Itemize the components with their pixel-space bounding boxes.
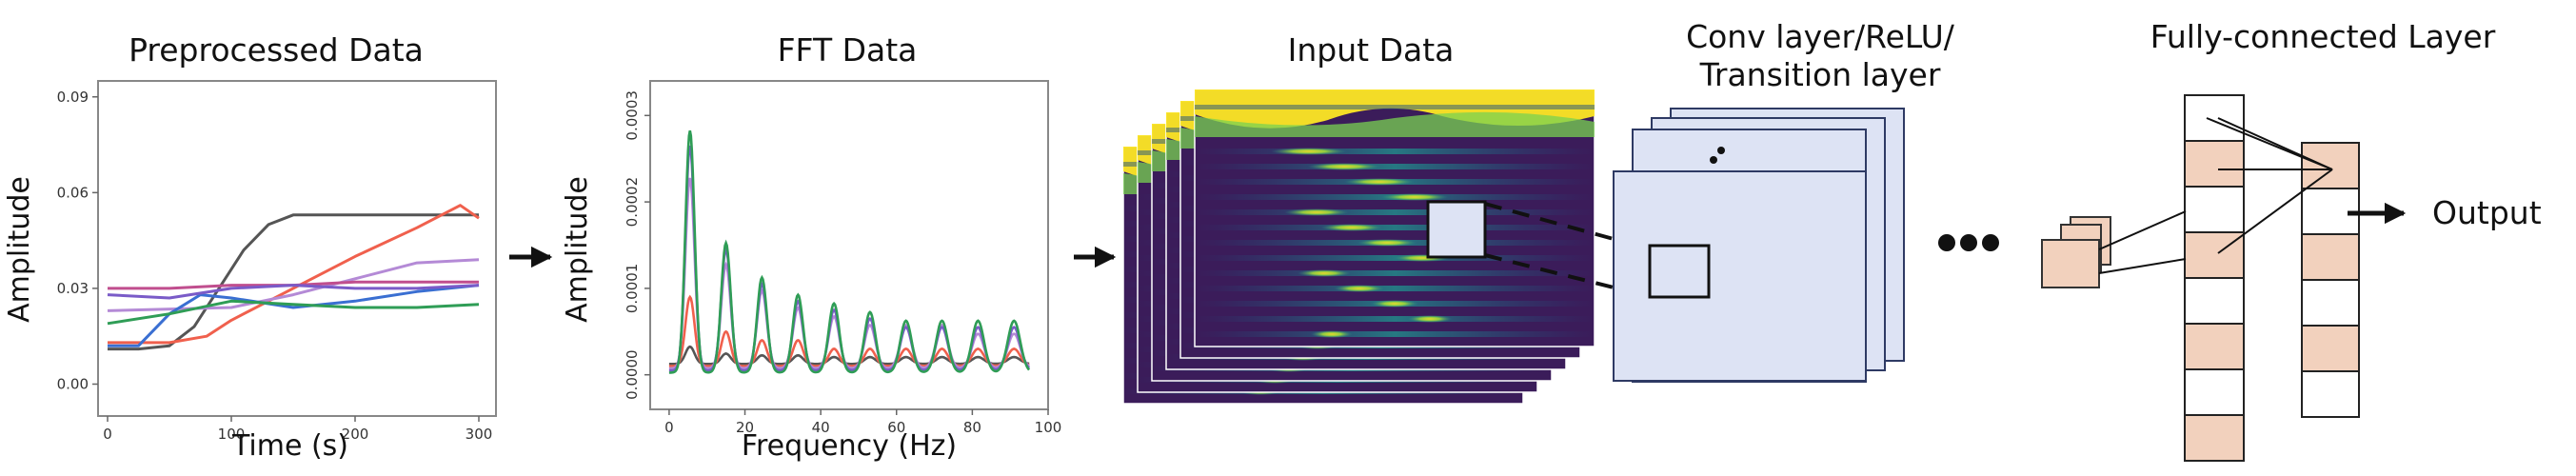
ellipsis-dot bbox=[1717, 147, 1725, 154]
fft-plot-frame bbox=[649, 80, 1049, 410]
conv-layer-stage: Conv layer/ReLU/ Transition layer bbox=[1613, 18, 1955, 383]
series-line bbox=[668, 294, 1030, 367]
fc-neuron bbox=[2184, 277, 2245, 325]
x-tick-label: 60 bbox=[887, 419, 905, 436]
fft-data-stage: FFT Data 0.0000 0.0001 0.0002 0.0003 0 20 40 6… bbox=[561, 31, 1061, 463]
fc-neuron bbox=[2184, 368, 2245, 416]
x-tick-label: 200 bbox=[342, 426, 369, 443]
fft-series bbox=[668, 129, 1031, 374]
heatmap-slice bbox=[1194, 89, 1595, 347]
conv-title-line2: Transition layer bbox=[1699, 56, 1941, 93]
x-tick-label: 40 bbox=[812, 419, 830, 436]
y-tick-label: 0.09 bbox=[57, 89, 89, 106]
ellipsis-dot bbox=[1960, 234, 1977, 251]
fc-neuron bbox=[2301, 325, 2360, 372]
fc-neuron bbox=[2184, 186, 2245, 233]
fc-neuron bbox=[2301, 142, 2360, 189]
x-tick-label: 0 bbox=[664, 419, 674, 436]
ellipsis-dots bbox=[1938, 234, 1999, 251]
fft-y-label: Amplitude bbox=[561, 176, 594, 323]
y-tick-label: 0.0002 bbox=[624, 177, 641, 228]
y-tick-label: 0.0001 bbox=[624, 264, 641, 314]
series-line bbox=[108, 284, 480, 347]
preprocessed-data-title: Preprocessed Data bbox=[129, 31, 424, 69]
preprocessed-x-ticks: 0 100 200 300 bbox=[103, 416, 492, 443]
preprocessed-y-label: Amplitude bbox=[3, 176, 36, 323]
conv-title-line1: Conv layer/ReLU/ bbox=[1686, 18, 1955, 55]
fc-neuron bbox=[2301, 233, 2360, 281]
input-heatmap-stack bbox=[1122, 89, 1595, 405]
preprocessed-plot-frame bbox=[97, 80, 497, 417]
fc-column-1 bbox=[2184, 94, 2245, 462]
feature-map-1 bbox=[1613, 170, 1867, 382]
fc-input-map-1 bbox=[2041, 239, 2100, 288]
x-tick-label: 20 bbox=[736, 419, 754, 436]
input-data-title: Input Data bbox=[1288, 31, 1455, 69]
fc-neuron bbox=[2184, 94, 2245, 142]
input-data-stage: Input Data bbox=[1122, 31, 1653, 405]
ellipsis-dot bbox=[1982, 234, 1999, 251]
fc-neuron bbox=[2184, 140, 2245, 188]
fft-x-label: Frequency (Hz) bbox=[742, 429, 957, 463]
fc-neuron bbox=[2184, 323, 2245, 370]
fc-neuron bbox=[2301, 279, 2360, 327]
y-tick-label: 0.00 bbox=[57, 375, 89, 392]
conv-output-box bbox=[1648, 244, 1711, 299]
preprocessed-data-stage: Preprocessed Data 0.00 0.03 0.06 0.09 0 100 2… bbox=[3, 31, 497, 463]
fc-layer-stage: Fully-connected Layer bbox=[2041, 18, 2496, 462]
fft-x-ticks: 0 20 40 60 80 100 bbox=[664, 409, 1061, 436]
y-tick-label: 0.0003 bbox=[624, 90, 641, 141]
fc-neuron bbox=[2301, 370, 2360, 418]
fc-column-2 bbox=[2301, 142, 2360, 418]
x-tick-label: 80 bbox=[963, 419, 981, 436]
x-tick-label: 300 bbox=[466, 426, 493, 443]
y-tick-label: 0.0000 bbox=[624, 349, 641, 400]
fft-data-title: FFT Data bbox=[778, 31, 918, 69]
x-tick-label: 0 bbox=[103, 426, 112, 443]
fc-neuron bbox=[2184, 231, 2245, 279]
output-label: Output bbox=[2432, 194, 2542, 231]
x-tick-label: 100 bbox=[1035, 419, 1062, 436]
fft-y-ticks: 0.0000 0.0001 0.0002 0.0003 bbox=[624, 90, 650, 400]
receptive-field-box bbox=[1426, 200, 1487, 259]
ellipsis-dot bbox=[1710, 156, 1717, 164]
y-tick-label: 0.06 bbox=[57, 184, 89, 201]
series-line bbox=[668, 129, 1031, 374]
series-line bbox=[107, 299, 480, 326]
fc-connections bbox=[2098, 117, 2333, 274]
y-tick-label: 0.03 bbox=[57, 280, 89, 297]
series-line bbox=[108, 213, 479, 351]
ellipsis-dot bbox=[1938, 234, 1955, 251]
preprocessed-series bbox=[107, 204, 480, 351]
series-line bbox=[108, 204, 480, 345]
series-line bbox=[107, 284, 480, 300]
preprocessed-x-label: Time (s) bbox=[231, 429, 348, 463]
fc-layer-title: Fully-connected Layer bbox=[2150, 18, 2496, 55]
x-tick-label: 100 bbox=[218, 426, 246, 443]
preprocessed-y-ticks: 0.00 0.03 0.06 0.09 bbox=[57, 89, 98, 392]
fc-neuron bbox=[2184, 414, 2245, 462]
